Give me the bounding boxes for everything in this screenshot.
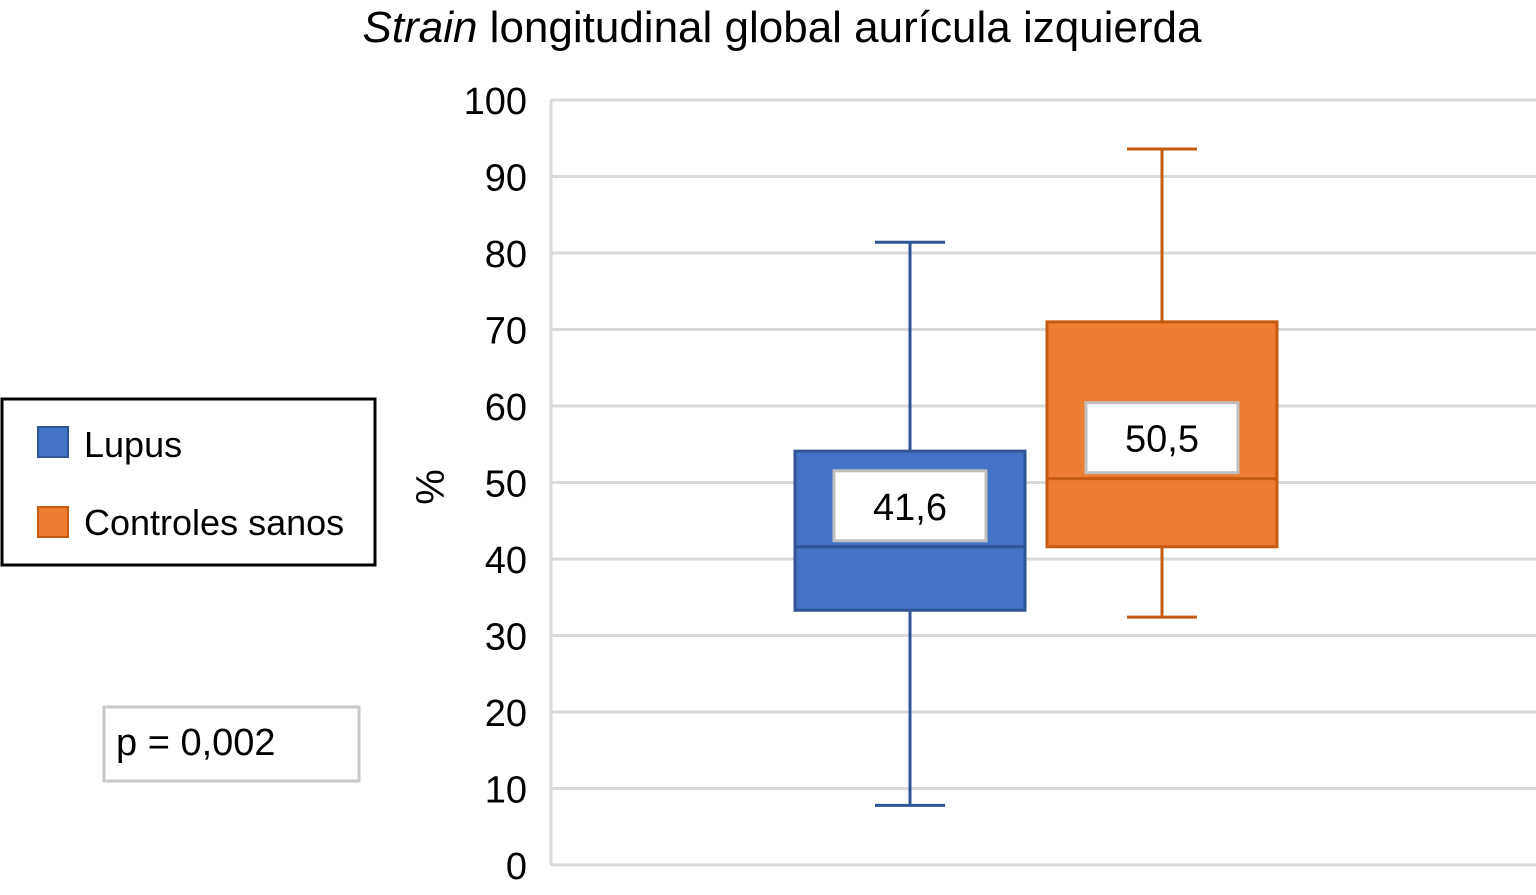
median-label: 50,5 (1125, 419, 1199, 461)
legend: Lupus Controles sanos (0, 397, 377, 567)
y-axis-ticks: 0 10 20 30 40 50 60 70 80 90 100 (464, 81, 527, 888)
y-tick-label: 30 (485, 617, 527, 659)
legend-label-lupus: Lupus (84, 424, 182, 465)
y-tick-label: 0 (506, 846, 527, 888)
median-label-box (1084, 401, 1240, 475)
y-tick-label: 70 (485, 311, 527, 353)
legend-swatch-controles (37, 506, 69, 538)
legend-label-controles: Controles sanos (84, 502, 344, 543)
grid (549, 98, 1536, 867)
y-tick-label: 80 (485, 234, 527, 276)
p-value-annotation: p = 0,002 (102, 705, 361, 783)
y-tick-label: 20 (485, 693, 527, 735)
y-tick-label: 90 (485, 158, 527, 200)
y-tick-label: 60 (485, 387, 527, 429)
svg-text:p = 0,002: p = 0,002 (116, 722, 276, 764)
legend-swatch-lupus (37, 426, 69, 458)
chart-title: Strain longitudinal global aurícula izqu… (363, 3, 1203, 52)
box-0: 41,6 (793, 240, 1027, 807)
median-label-box (832, 469, 988, 543)
y-tick-label: 100 (464, 81, 527, 123)
y-tick-label: 40 (485, 540, 527, 582)
median-label: 41,6 (873, 487, 947, 529)
y-tick-label: 10 (485, 770, 527, 812)
boxes: 41,6 50,5 (793, 147, 1279, 807)
y-axis-label: % (409, 469, 453, 505)
y-tick-label: 50 (485, 464, 527, 506)
box-1: 50,5 (1045, 147, 1279, 619)
